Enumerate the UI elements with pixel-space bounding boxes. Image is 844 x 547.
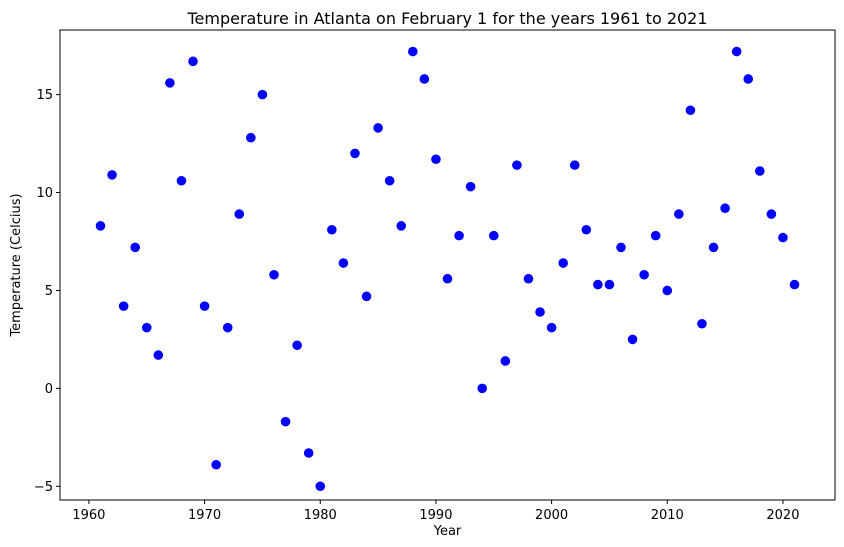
data-point	[107, 170, 117, 180]
data-point	[327, 224, 337, 235]
data-point	[246, 132, 256, 143]
data-point	[118, 301, 129, 311]
data-point	[188, 56, 198, 67]
data-point	[95, 221, 106, 231]
data-point	[593, 279, 603, 290]
data-point	[234, 209, 245, 219]
data-point	[512, 160, 522, 170]
data-point	[176, 175, 187, 186]
x-tick-label: 1960	[72, 508, 105, 523]
data-point	[407, 46, 418, 57]
data-point	[500, 356, 511, 366]
data-point	[454, 230, 464, 241]
data-point	[616, 242, 626, 253]
data-point	[674, 209, 684, 219]
data-point	[697, 318, 707, 329]
y-tick-label: 5	[45, 284, 53, 299]
data-point	[384, 175, 395, 186]
data-point	[558, 258, 568, 268]
x-tick-label: 1970	[188, 508, 221, 523]
x-tick-label: 2000	[535, 508, 568, 523]
data-point	[581, 224, 592, 235]
data-point	[165, 78, 175, 88]
data-point	[743, 74, 754, 84]
data-point	[350, 148, 360, 159]
data-point	[477, 383, 488, 394]
data-point	[257, 89, 268, 100]
data-point	[546, 322, 557, 333]
data-point	[465, 181, 476, 192]
y-tick-label: 10	[36, 186, 53, 201]
data-point	[141, 322, 152, 333]
data-point	[292, 340, 302, 351]
data-point	[731, 46, 742, 57]
data-point	[778, 232, 788, 243]
data-point	[604, 279, 615, 290]
data-point	[650, 230, 661, 241]
data-point	[662, 285, 673, 296]
data-point	[280, 416, 291, 427]
data-point	[373, 123, 383, 133]
data-point	[153, 350, 164, 360]
y-axis-label: Temperature (Celcius)	[9, 193, 24, 337]
y-axis: −5 0 5 10 15	[34, 88, 60, 495]
data-point	[708, 242, 719, 253]
data-point	[303, 448, 314, 458]
plot-area-frame	[59, 29, 836, 501]
y-tick-label: 15	[36, 88, 53, 103]
data-point	[442, 273, 453, 284]
data-point	[488, 230, 499, 241]
data-point	[315, 481, 326, 492]
data-point	[639, 269, 649, 280]
data-point	[720, 203, 730, 214]
data-point	[361, 291, 372, 302]
data-point	[569, 160, 580, 170]
data-points	[95, 46, 800, 492]
data-point	[535, 307, 545, 317]
data-point	[755, 166, 765, 176]
y-tick-label: 0	[45, 382, 53, 397]
data-point	[199, 301, 210, 311]
chart-title: Temperature in Atlanta on February 1 for…	[186, 9, 707, 28]
x-tick-label: 2020	[766, 508, 799, 523]
x-tick-label: 2010	[651, 508, 684, 523]
data-point	[211, 459, 221, 470]
x-tick-label: 1980	[304, 508, 337, 523]
data-point	[789, 279, 800, 290]
x-axis-label: Year	[433, 524, 462, 539]
data-point	[338, 258, 349, 268]
data-point	[269, 269, 279, 280]
data-point	[766, 209, 777, 219]
y-tick-label: −5	[34, 480, 53, 495]
data-point	[523, 273, 534, 284]
data-point	[685, 105, 696, 116]
data-point	[222, 322, 233, 333]
data-point	[130, 242, 140, 253]
data-point	[627, 334, 638, 345]
data-point	[431, 154, 441, 165]
x-tick-label: 1990	[419, 508, 452, 523]
data-point	[396, 221, 407, 231]
x-axis: 1960 1970 1980 1990 2000 2010 2020	[72, 500, 799, 523]
data-point	[419, 74, 430, 84]
